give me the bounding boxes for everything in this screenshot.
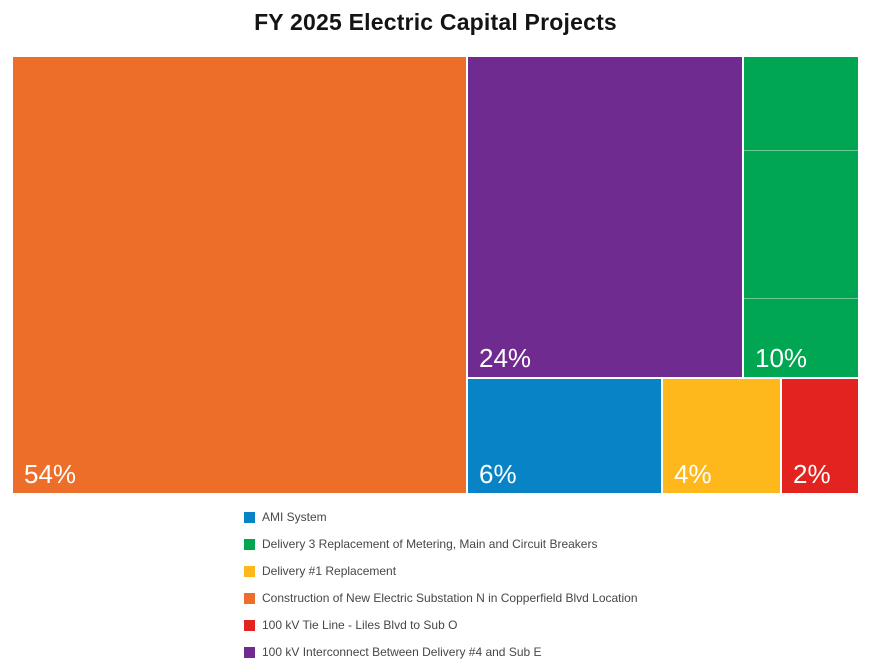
legend-label: AMI System: [262, 510, 327, 524]
tile-value-label: 54%: [24, 459, 77, 489]
tile-value-label: 24%: [479, 343, 532, 373]
treemap-tile-100kv-tie-line[interactable]: 2%: [782, 379, 858, 493]
tile-seam: [744, 298, 858, 299]
chart-title: FY 2025 Electric Capital Projects: [254, 9, 617, 35]
tile-value-label: 4%: [674, 459, 712, 489]
legend-label: Delivery 3 Replacement of Metering, Main…: [262, 537, 598, 551]
legend-swatch: [244, 592, 255, 604]
treemap-tile-100kv-interconnect[interactable]: 24%: [468, 57, 742, 377]
legend-item-construction-substation-n[interactable]: Construction of New Electric Substation …: [244, 591, 638, 605]
tile-value-label: 6%: [479, 459, 517, 489]
legend-item-ami-system[interactable]: AMI System: [244, 510, 638, 524]
tile-value-label: 2%: [793, 459, 831, 489]
legend-item-delivery-1-replacement[interactable]: Delivery #1 Replacement: [244, 564, 638, 578]
treemap: 54% 24% 10% 6% 4% 2%: [13, 57, 858, 493]
legend-label: 100 kV Interconnect Between Delivery #4 …: [262, 645, 542, 659]
legend-item-100kv-tie-line[interactable]: 100 kV Tie Line - Liles Blvd to Sub O: [244, 618, 638, 632]
legend-swatch: [244, 619, 255, 631]
tile-value-label: 10%: [755, 343, 808, 373]
treemap-tile-construction-substation-n[interactable]: 54%: [13, 57, 466, 493]
legend-label: Delivery #1 Replacement: [262, 564, 397, 578]
chart-legend: AMI System Delivery 3 Replacement of Met…: [244, 510, 638, 659]
legend-swatch: [244, 511, 255, 523]
legend-swatch: [244, 565, 255, 577]
legend-item-delivery-3-replacement[interactable]: Delivery 3 Replacement of Metering, Main…: [244, 537, 638, 551]
treemap-tile-ami-system[interactable]: 6%: [468, 379, 661, 493]
treemap-tile-delivery-3-replacement[interactable]: 10%: [744, 57, 858, 377]
treemap-tile-delivery-1-replacement[interactable]: 4%: [663, 379, 780, 493]
legend-swatch: [244, 646, 255, 658]
legend-label: Construction of New Electric Substation …: [262, 591, 638, 605]
legend-label: 100 kV Tie Line - Liles Blvd to Sub O: [262, 618, 458, 632]
tile-seam: [744, 150, 858, 151]
legend-item-100kv-interconnect[interactable]: 100 kV Interconnect Between Delivery #4 …: [244, 645, 638, 659]
legend-swatch: [244, 538, 255, 550]
